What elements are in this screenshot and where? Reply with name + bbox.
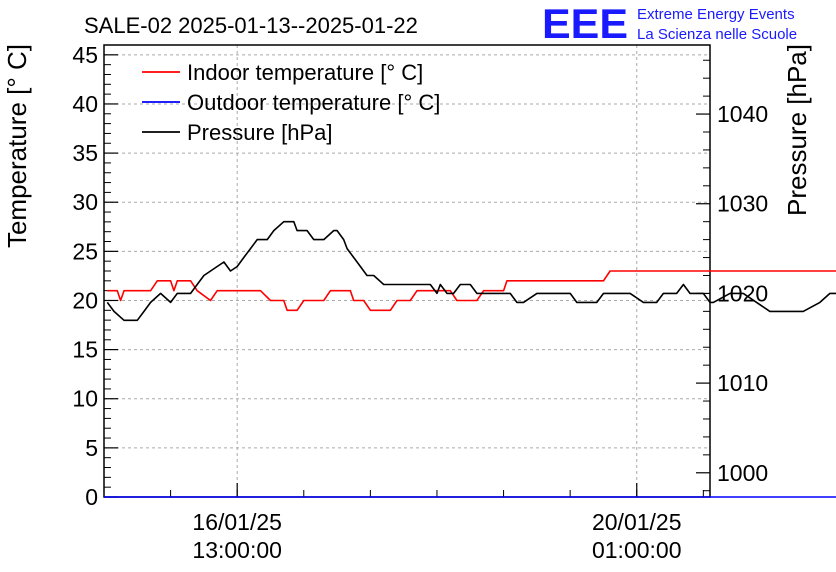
left-tick-label: 10 [72, 386, 98, 412]
legend-label: Indoor temperature [° C] [187, 60, 423, 85]
right-tick-label: 1040 [717, 101, 768, 127]
series-line-pressure [106, 220, 836, 322]
x-tick-label-time: 01:00:00 [592, 537, 682, 563]
x-tick-label-date: 16/01/25 [192, 509, 282, 535]
left-tick-label: 35 [72, 140, 98, 166]
right-axis-label: Pressure [hPa] [782, 44, 812, 216]
x-tick-label-time: 13:00:00 [192, 537, 282, 563]
left-tick-label: 25 [72, 238, 98, 264]
left-axis-label: Temperature [° C] [2, 44, 32, 248]
left-tick-label: 0 [85, 484, 98, 510]
eee-logo-line1: Extreme Energy Events [637, 6, 795, 23]
left-tick-label: 45 [72, 42, 98, 68]
right-tick-label: 1030 [717, 191, 768, 217]
right-tick-label: 1010 [717, 370, 768, 396]
left-tick-label: 20 [72, 287, 98, 313]
right-tick-label: 1000 [717, 460, 768, 486]
legend: Indoor temperature [° C] Outdoor temperat… [142, 60, 440, 145]
left-tick-label: 30 [72, 189, 98, 215]
legend-label: Pressure [hPa] [187, 120, 333, 145]
series-lines [104, 220, 836, 498]
axes: 0510152025303540451000101010201030104016… [72, 42, 768, 563]
eee-logo-line2: La Scienza nelle Scuole [637, 26, 797, 43]
eee-logo: EEE Extreme Energy Events La Scienza nel… [542, 0, 797, 47]
legend-label: Outdoor temperature [° C] [187, 90, 440, 115]
left-tick-label: 5 [85, 435, 98, 461]
x-tick-label-date: 20/01/25 [592, 509, 682, 535]
chart-title: SALE-02 2025-01-13--2025-01-22 [84, 13, 418, 38]
left-tick-label: 40 [72, 91, 98, 117]
eee-logo-mark: EEE [542, 0, 628, 47]
left-tick-label: 15 [72, 337, 98, 363]
series-line-indoor [107, 270, 836, 312]
